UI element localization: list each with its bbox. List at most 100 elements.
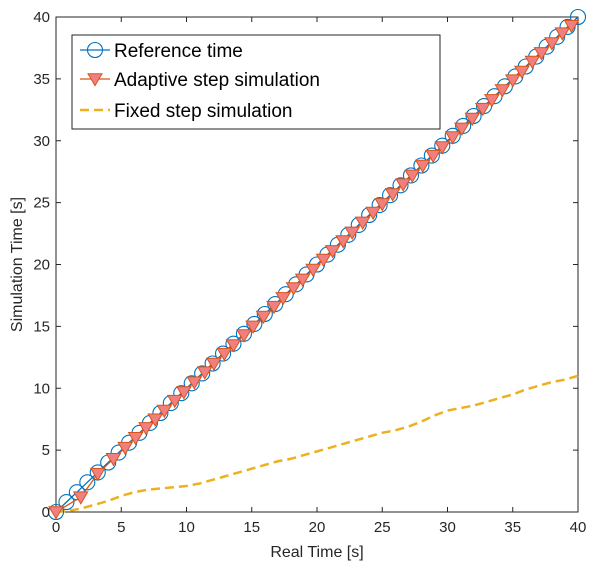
legend-box — [71, 34, 441, 130]
reference-point — [79, 474, 96, 491]
series-1 — [48, 19, 580, 520]
y-tick-label: 35 — [33, 71, 50, 88]
y-tick-label: 10 — [33, 380, 50, 397]
x-tick-label: 0 — [52, 519, 60, 536]
adaptive-point — [138, 422, 154, 436]
adaptive-point — [514, 65, 530, 80]
adaptive-point — [474, 102, 491, 117]
adaptive-point — [156, 404, 173, 419]
adaptive-point — [305, 263, 321, 278]
adaptive-point — [206, 357, 222, 372]
adaptive-point — [255, 310, 272, 325]
y-tick-label: 5 — [42, 442, 50, 459]
adaptive-point — [354, 216, 371, 231]
reference-point — [58, 494, 75, 511]
x-axis-title: Real Time [s] — [270, 544, 363, 561]
adaptive-point — [464, 112, 481, 127]
adaptive-point — [147, 413, 164, 427]
adaptive-point — [544, 37, 560, 51]
adaptive-point — [275, 292, 291, 306]
adaptive-point — [374, 198, 391, 212]
y-tick-label: 20 — [33, 257, 50, 274]
legend-entry-2: Fixed step simulation — [80, 101, 292, 122]
series-layer — [47, 8, 587, 521]
adaptive-point — [117, 441, 134, 456]
x-tick-label: 25 — [374, 519, 391, 536]
adaptive-point — [483, 94, 500, 108]
reference-point — [402, 167, 420, 184]
x-tick-label: 20 — [309, 519, 326, 536]
adaptive-point — [127, 432, 144, 446]
adaptive-point — [404, 169, 421, 184]
adaptive-point — [186, 376, 203, 390]
adaptive-point — [425, 149, 442, 164]
adaptive-point — [335, 235, 351, 249]
legend-swatch-marker — [87, 73, 103, 87]
reference-point — [204, 355, 221, 372]
reference-point — [371, 197, 388, 214]
adaptive-point — [166, 394, 183, 409]
adaptive-point — [453, 122, 470, 137]
adaptive-point — [324, 245, 341, 259]
adaptive-point — [494, 84, 511, 98]
adaptive-point — [504, 74, 521, 88]
x-tick-label: 5 — [117, 519, 125, 536]
legend: Reference time Adaptive step simulation Fi… — [71, 34, 441, 130]
tick-labels: 0 5 10 15 20 25 30 35 40 0 5 10 15 20 25 30 35 40 — [33, 9, 586, 536]
legend-swatch-marker — [86, 41, 104, 59]
adaptive-point — [236, 329, 252, 343]
reference-point — [392, 177, 409, 194]
x-tick-label: 30 — [439, 519, 456, 536]
adaptive-point — [395, 178, 412, 192]
y-tick-label: 0 — [42, 504, 50, 521]
reference-point — [183, 375, 200, 392]
adaptive-point — [89, 467, 106, 482]
adaptive-point — [384, 188, 401, 202]
adaptive-point — [533, 47, 550, 61]
adaptive-point — [434, 141, 451, 155]
reference-point — [413, 157, 430, 174]
legend-entry-1: Adaptive step simulation — [80, 70, 320, 91]
adaptive-point — [176, 386, 192, 400]
adaptive-point — [414, 159, 431, 174]
x-tick-label: 10 — [178, 519, 195, 536]
legend-entry-0: Reference time — [80, 41, 243, 62]
adaptive-point — [554, 27, 571, 41]
y-tick-label: 25 — [33, 195, 50, 212]
y-tick-label: 40 — [33, 9, 50, 26]
reference-point — [423, 147, 440, 164]
adaptive-point — [285, 282, 302, 296]
adaptive-point — [315, 253, 332, 268]
adaptive-point — [294, 273, 311, 287]
legend-label: Fixed step simulation — [114, 101, 292, 122]
adaptive-point — [225, 339, 242, 353]
legend-label: Adaptive step simulation — [114, 70, 320, 91]
legend-label: Reference time — [114, 41, 243, 62]
reference-point — [569, 8, 587, 26]
adaptive-point — [72, 491, 89, 505]
reference-point — [214, 345, 232, 362]
series-2 — [55, 374, 579, 514]
x-tick-label: 40 — [570, 519, 587, 536]
y-tick-label: 30 — [33, 133, 50, 150]
adaptive-point — [245, 320, 261, 335]
adaptive-point — [365, 206, 381, 221]
reference-point — [382, 187, 399, 204]
adaptive-point — [48, 506, 64, 520]
legend-entries: Reference time Adaptive step simulation Fi… — [80, 41, 320, 122]
x-tick-label: 15 — [243, 519, 260, 536]
adaptive-point — [216, 347, 233, 362]
adaptive-point — [524, 55, 541, 70]
reference-point — [173, 385, 190, 402]
adaptive-point — [196, 366, 213, 380]
adaptive-point — [266, 300, 282, 315]
reference-point — [194, 365, 211, 382]
adaptive-point — [563, 19, 580, 34]
y-tick-label: 15 — [33, 318, 50, 335]
series-line — [55, 374, 579, 514]
adaptive-point — [444, 131, 461, 145]
adaptive-point — [344, 226, 361, 240]
y-axis-title: Simulation Time [s] — [9, 197, 26, 332]
adaptive-point — [105, 453, 122, 467]
